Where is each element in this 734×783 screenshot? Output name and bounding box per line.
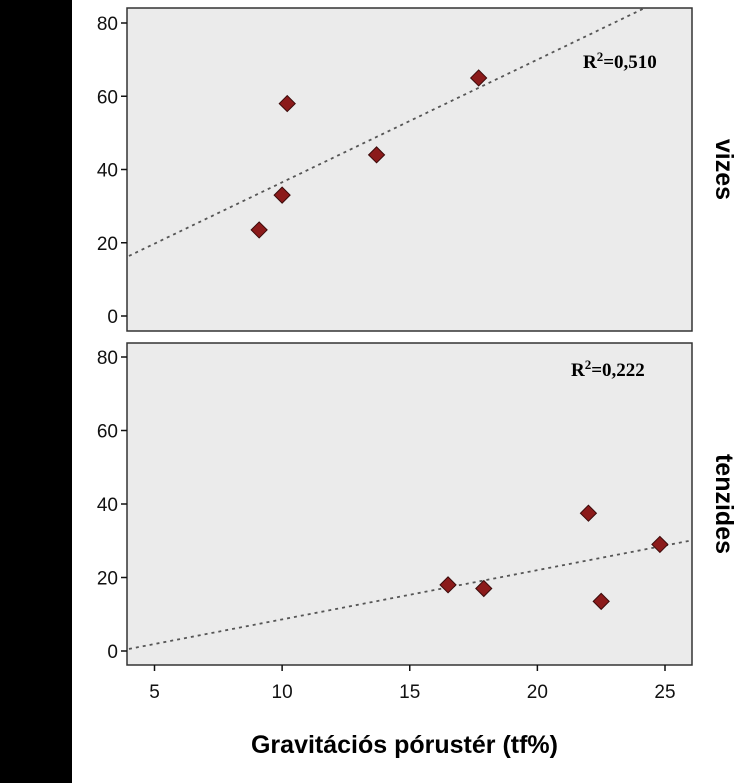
data-point-tenzides-2 [475, 579, 493, 598]
data-point-tenzides-5 [651, 535, 669, 554]
x-tick-label-10: 10 [272, 682, 293, 703]
data-point-vizes-1 [250, 221, 268, 239]
y-tick-label-tenzides-60: 60 [97, 422, 118, 443]
panel-background-vizes [126, 7, 693, 332]
trendline-tenzides [128, 539, 691, 650]
y-tick-label-tenzides-20: 20 [97, 569, 118, 590]
y-tick-label-vizes-80: 80 [97, 14, 118, 35]
data-point-vizes-3 [278, 94, 296, 113]
y-tick-label-vizes-60: 60 [97, 87, 118, 108]
data-point-tenzides-1 [439, 576, 457, 594]
y-tick-label-vizes-0: 0 [107, 307, 118, 328]
y-tick-label-vizes-40: 40 [97, 161, 118, 182]
r-squared-label-vizes: R2=0,510 [583, 49, 657, 73]
panel-background-tenzides [126, 342, 693, 666]
trendline-vizes [128, 8, 647, 257]
data-point-vizes-2 [273, 186, 291, 204]
data-point-vizes-5 [469, 69, 488, 87]
y-tick-label-tenzides-80: 80 [97, 348, 118, 369]
x-tick-label-15: 15 [399, 682, 420, 703]
facet-label-tenzides: tenzides [710, 454, 734, 554]
y-tick-label-tenzides-40: 40 [97, 495, 118, 516]
r-squared-label-tenzides: R2=0,222 [571, 357, 645, 381]
data-point-tenzides-3 [579, 504, 598, 522]
left-black-margin [0, 0, 72, 783]
data-point-vizes-4 [367, 146, 386, 164]
facet-label-vizes: vizes [710, 139, 734, 200]
y-tick-label-tenzides-0: 0 [107, 642, 118, 663]
x-axis-title: Gravitációs pórustér (tf%) [251, 731, 558, 759]
x-tick-label-5: 5 [149, 682, 160, 703]
x-tick-label-25: 25 [654, 682, 675, 703]
data-point-tenzides-4 [592, 592, 610, 611]
y-tick-label-vizes-20: 20 [97, 234, 118, 255]
x-tick-label-20: 20 [527, 682, 548, 703]
